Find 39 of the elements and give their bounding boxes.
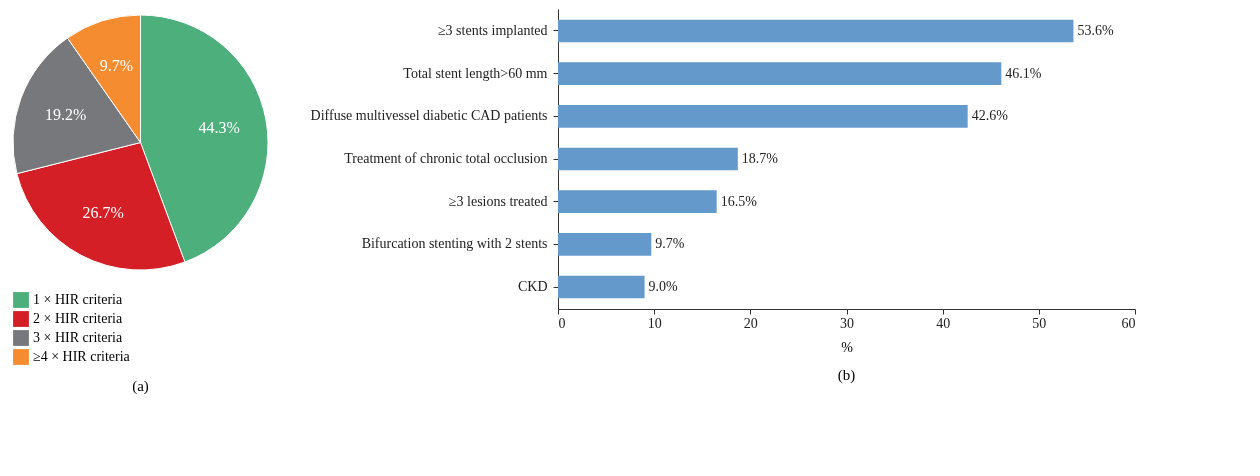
x-tick-label: 50 xyxy=(1032,315,1047,331)
data-label: 16.5% xyxy=(720,193,758,209)
data-label: 53.6% xyxy=(1077,22,1114,38)
y-tick-label: Treatment of chronic total occlusion xyxy=(344,151,548,166)
legend-label: ≥4 × HIR criteria xyxy=(33,349,131,364)
x-tick-label: 60 xyxy=(1121,315,1136,331)
data-label: 42.6% xyxy=(971,108,1009,124)
data-label: 9.0% xyxy=(648,279,679,295)
legend-label: 3 × HIR criteria xyxy=(33,330,123,345)
legend-label: 2 × HIR criteria xyxy=(33,311,123,326)
y-tick-label: ≥3 lesions treated xyxy=(448,193,548,209)
bar xyxy=(558,105,968,128)
bar xyxy=(558,190,717,213)
bar xyxy=(558,233,652,256)
bar xyxy=(558,147,738,171)
data-label: 46.1% xyxy=(1005,65,1042,81)
bar xyxy=(558,19,1074,43)
x-tick-label: 0 xyxy=(558,315,566,331)
y-tick-label: ≥3 stents implanted xyxy=(437,22,548,38)
data-label: 9.7% xyxy=(99,57,134,75)
data-label: 26.7% xyxy=(82,204,124,222)
x-tick-label: 20 xyxy=(743,315,758,331)
x-tick-label: 30 xyxy=(840,315,854,331)
text: (a) xyxy=(132,378,149,395)
data-label: 18.7% xyxy=(741,151,779,166)
y-tick-label: CKD xyxy=(517,279,548,295)
data-label: 9.7% xyxy=(655,236,685,252)
x-tick-label: 40 xyxy=(936,315,951,331)
y-tick-label: Diffuse multivessel diabetic CAD patients xyxy=(310,108,548,124)
bar xyxy=(558,275,645,299)
x-axis-title: % xyxy=(841,339,854,355)
data-label: 19.2% xyxy=(44,105,87,123)
data-label: 44.3% xyxy=(198,119,240,137)
y-tick-label: Bifurcation stenting with 2 stents xyxy=(361,236,548,252)
bar xyxy=(558,62,1002,85)
text: (b) xyxy=(837,367,856,384)
x-tick-label: 10 xyxy=(647,315,662,331)
legend-label: 1 × HIR criteria xyxy=(33,292,123,307)
y-tick-label: Total stent length>60 mm xyxy=(403,65,548,81)
